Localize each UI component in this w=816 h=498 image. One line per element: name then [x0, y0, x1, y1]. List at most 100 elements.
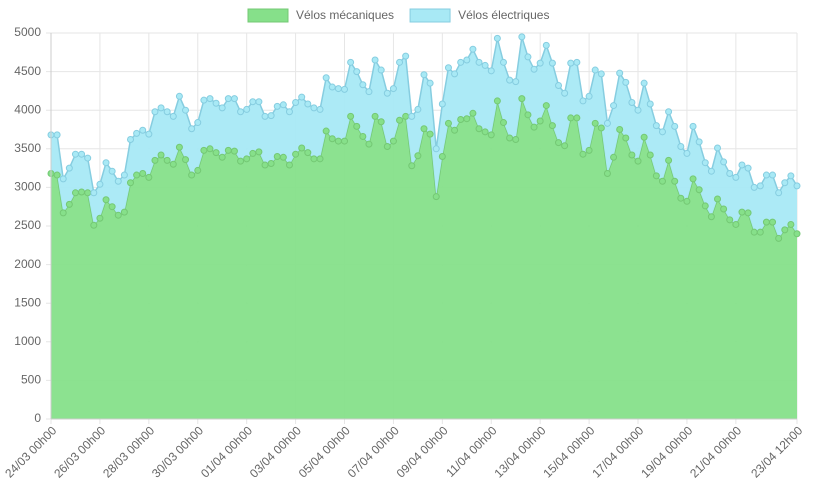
point: [389, 137, 397, 145]
point: [396, 58, 404, 66]
point: [237, 157, 245, 165]
point: [163, 108, 171, 116]
point: [573, 114, 581, 122]
point: [322, 74, 330, 82]
y-tick-label: 1500: [14, 295, 41, 309]
point: [451, 70, 459, 78]
point: [506, 76, 514, 84]
point: [341, 137, 349, 145]
point: [200, 96, 208, 104]
point: [591, 66, 599, 74]
legend-label: Vélos mécaniques: [296, 8, 394, 22]
point: [377, 118, 385, 126]
point: [787, 220, 795, 228]
point: [377, 66, 385, 74]
point: [518, 33, 526, 41]
point: [622, 134, 630, 142]
point: [781, 179, 789, 187]
point: [432, 145, 440, 153]
area: [51, 98, 797, 420]
point: [126, 136, 134, 144]
point: [530, 65, 538, 73]
point: [658, 128, 666, 136]
point: [285, 161, 293, 169]
point: [524, 111, 532, 119]
point: [775, 189, 783, 197]
point: [402, 52, 410, 60]
point: [102, 159, 110, 167]
point: [353, 122, 361, 130]
point: [261, 161, 269, 169]
point: [677, 194, 685, 202]
point: [279, 153, 287, 161]
point: [255, 148, 263, 156]
point: [481, 128, 489, 136]
point: [438, 100, 446, 108]
point: [249, 98, 257, 106]
point: [738, 208, 746, 216]
point: [652, 172, 660, 180]
point: [139, 170, 147, 178]
point: [683, 149, 691, 157]
point: [714, 195, 722, 203]
point: [426, 130, 434, 138]
point: [567, 59, 575, 67]
point: [383, 142, 391, 150]
point: [96, 214, 104, 222]
point: [683, 197, 691, 205]
point: [414, 105, 422, 113]
point: [163, 156, 171, 164]
point: [640, 79, 648, 87]
point: [695, 186, 703, 194]
point: [402, 112, 410, 120]
y-tick-label: 3000: [14, 180, 41, 194]
point: [65, 164, 73, 172]
point: [292, 150, 300, 158]
point: [145, 173, 153, 181]
point: [603, 170, 611, 178]
point: [732, 220, 740, 228]
point: [365, 140, 373, 148]
point: [585, 146, 593, 154]
point: [96, 180, 104, 188]
point: [157, 104, 165, 112]
point: [432, 193, 440, 201]
point: [414, 152, 422, 160]
point: [610, 102, 618, 110]
point: [133, 171, 141, 179]
point: [444, 119, 452, 127]
point: [212, 149, 220, 157]
point: [420, 125, 428, 133]
point: [756, 182, 764, 190]
point: [157, 151, 165, 159]
point: [555, 81, 563, 89]
point: [206, 145, 214, 153]
point: [463, 115, 471, 123]
point: [78, 188, 86, 196]
point: [769, 171, 777, 179]
point: [108, 167, 116, 175]
point: [469, 109, 477, 117]
point: [444, 64, 452, 72]
point: [542, 41, 550, 49]
point: [261, 112, 269, 120]
point: [279, 101, 287, 109]
point: [720, 158, 728, 166]
point: [243, 155, 251, 163]
point: [603, 119, 611, 127]
point: [793, 182, 801, 190]
point: [249, 149, 257, 157]
point: [756, 228, 764, 236]
point: [732, 173, 740, 181]
x-tick-label: 03/04 00h00: [247, 423, 304, 480]
point: [298, 144, 306, 152]
point: [579, 150, 587, 158]
point: [744, 164, 752, 172]
point: [218, 104, 226, 112]
point: [499, 119, 507, 127]
point: [255, 98, 263, 106]
x-tick-label: 15/04 00h00: [540, 423, 597, 480]
point: [750, 228, 758, 236]
y-tick-label: 2000: [14, 257, 41, 271]
point: [59, 175, 67, 183]
